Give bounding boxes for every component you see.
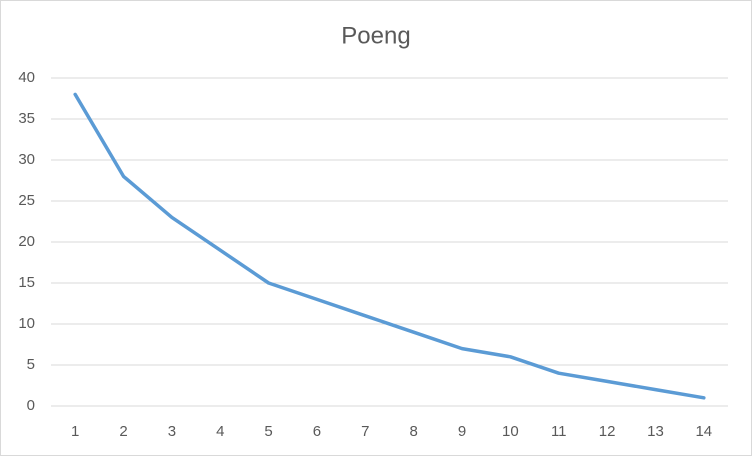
x-tick-label: 9 bbox=[458, 423, 466, 440]
y-tick-label: 15 bbox=[18, 274, 35, 291]
x-tick-label: 7 bbox=[361, 423, 369, 440]
y-tick-label: 40 bbox=[18, 69, 35, 86]
y-tick-label: 10 bbox=[18, 315, 35, 332]
x-tick-label: 13 bbox=[647, 423, 664, 440]
x-tick-label: 8 bbox=[410, 423, 418, 440]
data-line bbox=[73, 92, 706, 400]
chart-title: Poeng bbox=[341, 22, 410, 49]
y-tick-label: 35 bbox=[18, 110, 35, 127]
x-tick-label: 4 bbox=[216, 423, 224, 440]
x-tick-label: 14 bbox=[695, 423, 712, 440]
y-tick-label: 5 bbox=[27, 356, 35, 373]
x-tick-label: 5 bbox=[264, 423, 272, 440]
y-tick-label: 0 bbox=[27, 397, 35, 414]
x-tick-label: 12 bbox=[599, 423, 616, 440]
y-tick-label: 20 bbox=[18, 233, 35, 250]
x-tick-label: 10 bbox=[502, 423, 519, 440]
x-tick-label: 11 bbox=[551, 423, 567, 440]
x-tick-label: 6 bbox=[313, 423, 321, 440]
x-tick-label: 2 bbox=[119, 423, 127, 440]
y-tick-label: 25 bbox=[18, 192, 35, 209]
x-tick-label: 1 bbox=[71, 423, 79, 440]
y-tick-label: 30 bbox=[18, 151, 35, 168]
x-tick-label: 3 bbox=[168, 423, 176, 440]
